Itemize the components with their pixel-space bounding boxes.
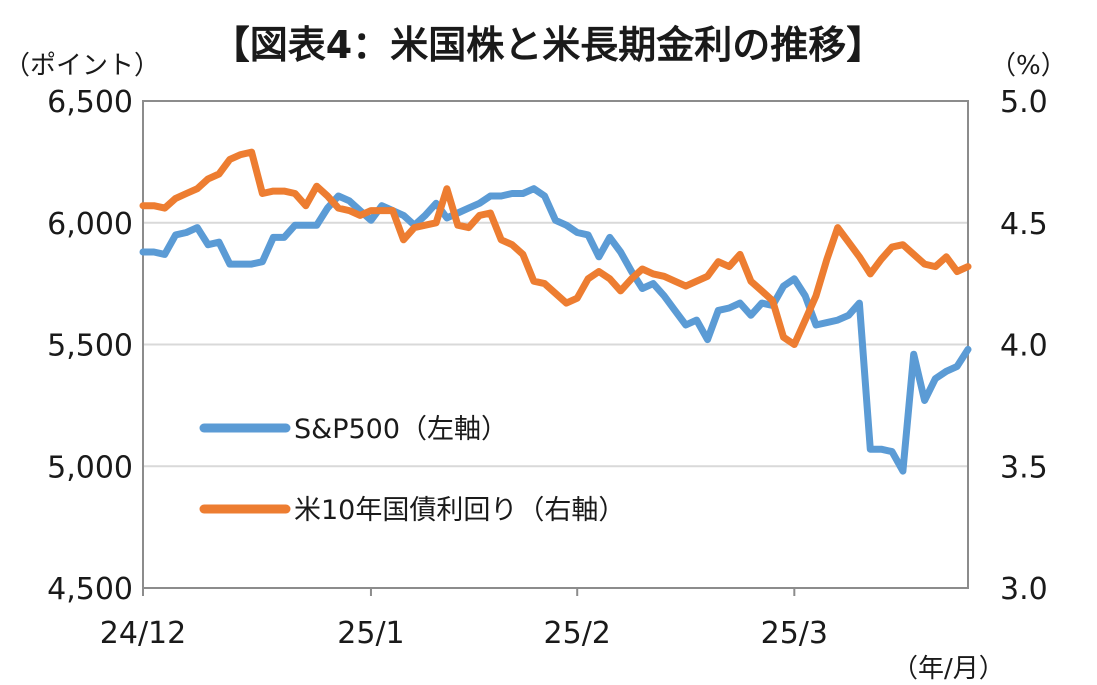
x-axis-unit: （年/月） [892, 654, 1005, 684]
series-lines [139, 148, 972, 475]
x-tick-label: 25/3 [761, 616, 828, 651]
left-tick-label: 4,500 [47, 572, 133, 607]
right-axis-ticks: 5.0 4.5 4.0 3.5 3.0 [1000, 85, 1048, 607]
series-line-treasury-yield [139, 148, 972, 348]
legend-label-treasury: 米10年国債利回り（右軸） [294, 495, 625, 526]
right-tick-label: 3.0 [1000, 572, 1048, 607]
right-tick-label: 5.0 [1000, 85, 1048, 120]
chart-title: 【図表4：米国株と米長期金利の推移】 [212, 23, 884, 67]
x-tick-label: 24/12 [100, 616, 186, 651]
series-line-sp500 [139, 185, 972, 475]
left-tick-label: 6,000 [47, 207, 133, 242]
legend: S&P500（左軸） 米10年国債利回り（右軸） [199, 414, 625, 526]
left-tick-label: 5,000 [47, 450, 133, 485]
left-tick-label: 5,500 [47, 329, 133, 364]
right-axis-unit: （%） [990, 51, 1067, 81]
right-tick-label: 4.5 [1000, 207, 1048, 242]
left-axis-ticks: 6,500 6,000 5,500 5,000 4,500 [47, 85, 133, 607]
right-tick-label: 4.0 [1000, 329, 1048, 364]
legend-label-sp500: S&P500（左軸） [294, 414, 508, 445]
right-tick-label: 3.5 [1000, 450, 1048, 485]
x-tick-label: 25/1 [337, 616, 404, 651]
plot-frame [142, 100, 969, 589]
left-axis-unit: （ポイント） [4, 51, 160, 81]
x-tick-label: 25/2 [544, 616, 611, 651]
left-tick-label: 6,500 [47, 85, 133, 120]
x-tick-marks [142, 588, 796, 596]
x-axis-ticks: 24/12 25/1 25/2 25/3 [100, 616, 828, 651]
